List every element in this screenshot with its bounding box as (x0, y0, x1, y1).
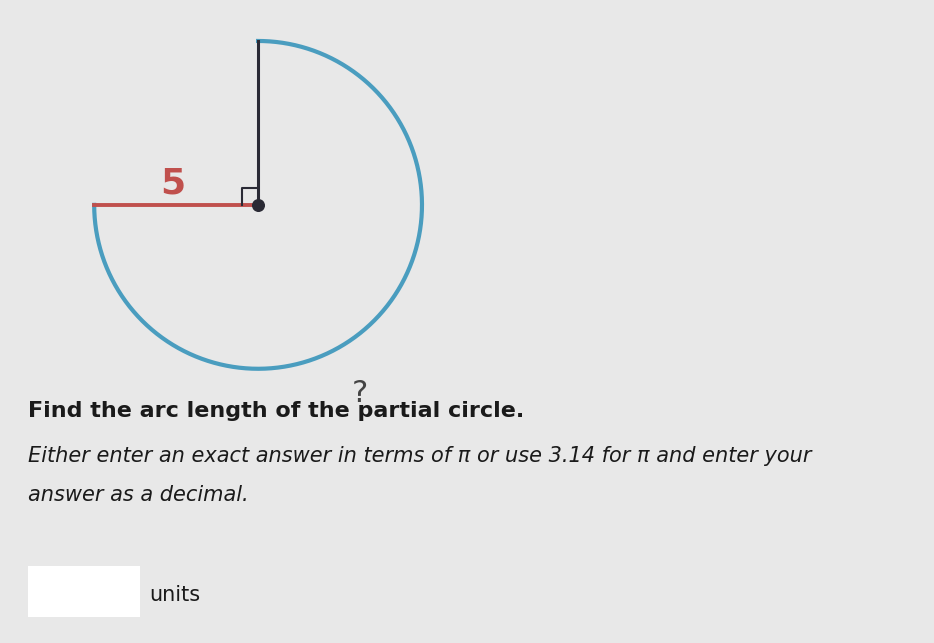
Text: 5: 5 (161, 167, 186, 201)
Text: Either enter an exact answer in terms of π or use 3.14 for π and enter your: Either enter an exact answer in terms of… (28, 446, 812, 466)
Text: answer as a decimal.: answer as a decimal. (28, 485, 248, 505)
FancyBboxPatch shape (22, 563, 146, 620)
Text: ?: ? (351, 379, 368, 408)
Text: Find the arc length of the partial circle.: Find the arc length of the partial circl… (28, 401, 524, 421)
Text: units: units (149, 584, 201, 605)
Point (250, 200, 265, 210)
